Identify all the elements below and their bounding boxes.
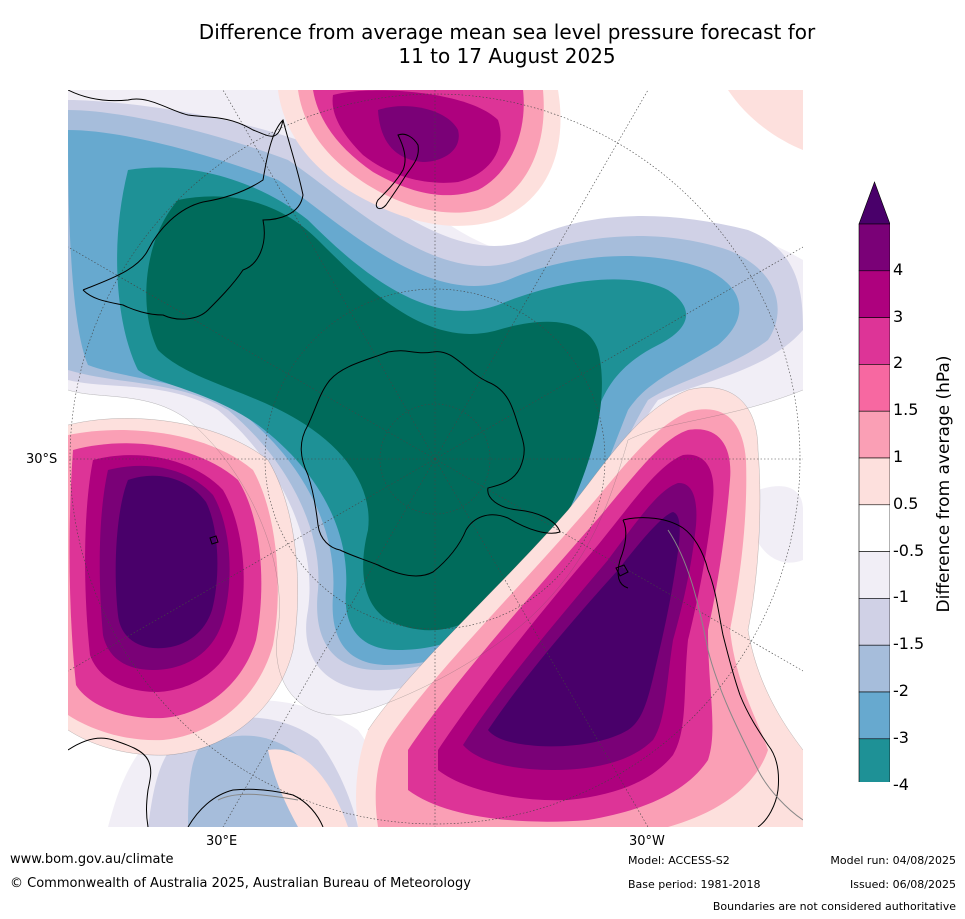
colorbar — [858, 181, 890, 782]
borders — [217, 529, 803, 821]
colorbar-tick-label: -0.5 — [893, 540, 925, 560]
kerguelen — [209, 535, 219, 545]
lon-label-30e: 30°E — [206, 834, 238, 849]
colorbar-tick-label: 4 — [893, 259, 904, 279]
chart-title: Difference from average mean sea level p… — [0, 20, 965, 68]
colorbar-tick-label: 3 — [893, 306, 904, 326]
colorbar-tick-label: 1.5 — [893, 400, 919, 420]
colorbar-segment — [858, 691, 890, 740]
colorbar-tick-label: -3 — [893, 727, 909, 747]
meridian-60w — [434, 458, 803, 672]
latitude-circle-80s — [379, 403, 491, 515]
anomaly-neg4-main — [146, 196, 602, 631]
footer-base-period: Base period: 1981-2018 — [628, 878, 761, 891]
colorbar-tick-label: -4 — [893, 774, 909, 794]
footer-disclaimer: Boundaries are not considered authoritat… — [712, 900, 956, 913]
anomaly-max-southeast — [488, 512, 680, 747]
pressure-anomaly-map — [68, 90, 803, 827]
colorbar-tick-label: -1 — [893, 587, 909, 607]
coastlines — [68, 90, 779, 827]
contour-neg05 — [68, 389, 803, 716]
africa-border — [217, 793, 299, 801]
colorbar-segment — [858, 457, 890, 506]
anomaly-positive-west — [68, 418, 298, 756]
anomaly-positive-southeast — [356, 387, 803, 827]
footer-website[interactable]: www.bom.gov.au/climate — [10, 852, 174, 867]
africa-coast — [68, 737, 152, 827]
colorbar-segment — [858, 410, 890, 459]
colorbar-segment — [858, 504, 890, 552]
map-panel — [68, 90, 803, 827]
colorbar-segment — [858, 364, 890, 412]
meridian-30e — [222, 458, 436, 827]
anomaly-neg05-east — [753, 486, 803, 563]
colorbar-extend-max — [858, 181, 890, 225]
meridian-120e — [68, 246, 436, 460]
anomaly-pos05-south-small — [268, 749, 348, 827]
new-zealand-coast — [375, 133, 419, 210]
footer-model: Model: ACCESS-S2 — [628, 854, 730, 867]
colorbar-title: Difference from average (hPa) — [934, 355, 954, 613]
lon-label-30w: 30°W — [629, 834, 665, 849]
colorbar-segment — [858, 738, 890, 782]
australia-coast — [82, 119, 304, 320]
footer-model-run: Model run: 04/08/2025 — [830, 854, 956, 867]
latitude-circle-60s — [264, 288, 606, 630]
graticule — [68, 90, 803, 827]
colorbar-tick-label: -1.5 — [893, 634, 925, 654]
title-line-2: 11 to 17 August 2025 — [398, 44, 616, 68]
meridian-150w — [434, 90, 649, 460]
anomaly-neg-4-regions — [146, 196, 602, 631]
meridian-120w — [434, 246, 803, 460]
colorbar-segment — [858, 317, 890, 365]
footer-issued: Issued: 06/08/2025 — [849, 878, 956, 891]
south-america-west-coast — [617, 519, 629, 589]
anomaly-pos05-ne-corner — [728, 90, 803, 150]
anomaly-positive-north — [278, 90, 803, 226]
footer-copyright: © Commonwealth of Australia 2025, Austra… — [10, 876, 471, 891]
colorbar-segment — [858, 598, 890, 646]
anomaly-pos4-north — [378, 106, 459, 162]
colorbar-tick-label: 0.5 — [893, 493, 919, 513]
meridian-30w — [434, 458, 649, 827]
colorbar-segment — [858, 551, 890, 599]
africa-east-coast — [187, 788, 324, 827]
falklands — [615, 564, 629, 577]
south-america-coast — [622, 517, 779, 827]
colorbar-segment — [858, 223, 890, 272]
south-america-border — [667, 529, 803, 821]
colorbar-tick-label: 2 — [893, 353, 904, 373]
colorbar-tick-label: 1 — [893, 447, 904, 466]
colorbar-segment — [858, 270, 890, 318]
contour-pos05-se — [367, 387, 803, 751]
colorbar-tick-label: -2 — [893, 681, 909, 700]
meridian-150e — [222, 90, 436, 460]
australia-north-coast — [68, 90, 284, 137]
meridian-60e — [68, 458, 436, 672]
title-line-1: Difference from average mean sea level p… — [198, 20, 816, 44]
colorbar-segment — [858, 644, 890, 693]
lat-label-30s: 30°S — [26, 452, 58, 467]
antarctica-coast — [300, 350, 561, 577]
anomaly-max-west — [115, 475, 218, 649]
